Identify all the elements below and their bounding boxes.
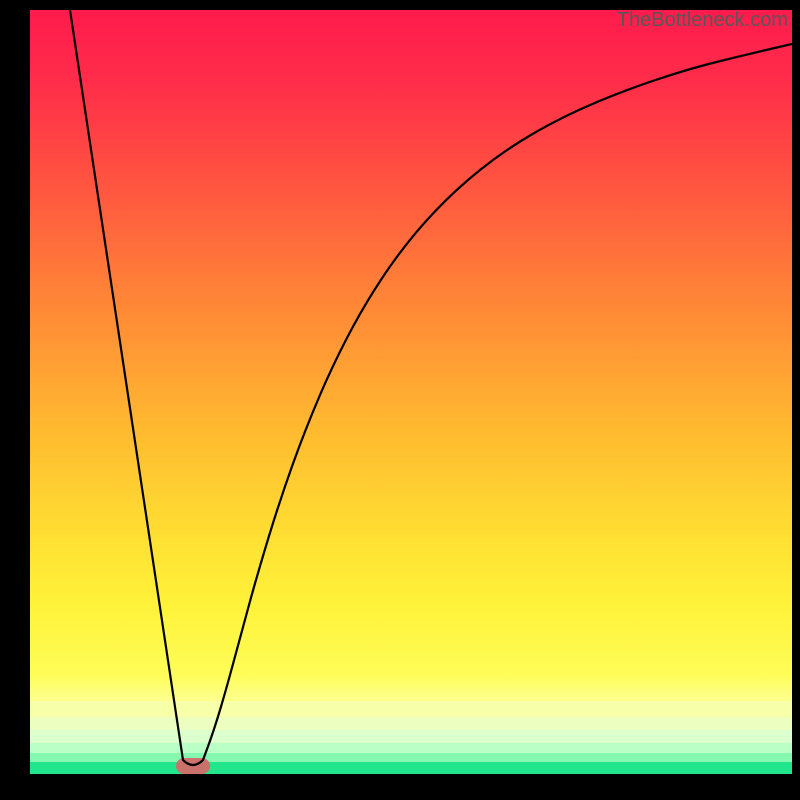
border-bottom bbox=[0, 774, 800, 800]
curve-svg bbox=[30, 10, 792, 774]
border-right bbox=[792, 0, 800, 800]
chart-container: TheBottleneck.com bbox=[0, 0, 800, 800]
border-left bbox=[0, 0, 30, 800]
plot-area bbox=[30, 10, 792, 774]
watermark-text: TheBottleneck.com bbox=[617, 9, 788, 32]
curve-path bbox=[70, 10, 792, 765]
